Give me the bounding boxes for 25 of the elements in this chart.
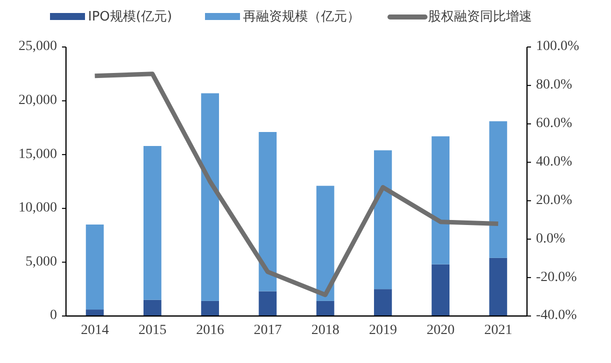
ytick: 10,000 xyxy=(18,200,57,216)
y2tick: 60.0% xyxy=(536,116,572,132)
y2tick: 100.0% xyxy=(536,39,580,54)
y2tick: -20.0% xyxy=(536,270,577,285)
xtick: 2019 xyxy=(368,323,397,338)
y2tick: -40.0% xyxy=(536,308,577,324)
y2tick: 20.0% xyxy=(536,192,572,208)
xtick: 2015 xyxy=(138,323,166,338)
ytick: 15,000 xyxy=(18,146,57,162)
y2tick: 0.0% xyxy=(536,231,566,246)
y2tick: 40.0% xyxy=(536,154,572,170)
y2tick: 80.0% xyxy=(536,78,572,93)
ytick: 20,000 xyxy=(18,93,57,108)
xtick: 2018 xyxy=(311,323,340,338)
legend: 再融资规模（亿元） xyxy=(243,10,360,25)
xtick: 2014 xyxy=(80,323,109,338)
ytick: 0 xyxy=(50,308,57,324)
ytick: 25,000 xyxy=(18,39,57,54)
xtick: 2021 xyxy=(484,323,512,338)
ytick: 5,000 xyxy=(26,254,57,270)
xtick: 2016 xyxy=(196,323,224,338)
legend: IPO规模(亿元) xyxy=(88,10,172,25)
xtick: 2020 xyxy=(426,323,455,338)
xtick: 2017 xyxy=(254,323,282,338)
legend: 股权融资同比增速 xyxy=(428,10,532,25)
